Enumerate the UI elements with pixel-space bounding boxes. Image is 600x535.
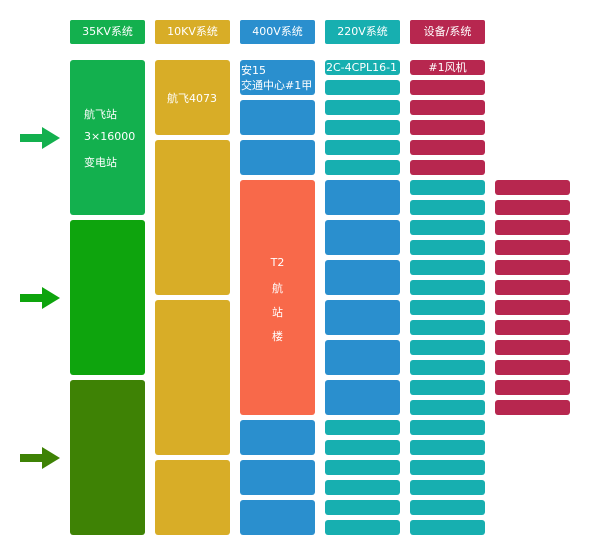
device-block[interactable] bbox=[495, 220, 570, 235]
lv-block[interactable] bbox=[240, 420, 315, 455]
header-10kv: 10KV系统 bbox=[155, 20, 230, 44]
device-block[interactable] bbox=[495, 400, 570, 415]
device-block[interactable] bbox=[410, 380, 485, 395]
circuit-block[interactable] bbox=[325, 460, 400, 475]
device-label: #1风机 bbox=[428, 61, 467, 74]
lv-block[interactable] bbox=[240, 460, 315, 495]
feeder-block[interactable] bbox=[155, 140, 230, 295]
circuit-block[interactable] bbox=[325, 80, 400, 95]
circuit-block[interactable]: 2C-4CPL16-1 bbox=[325, 60, 400, 75]
transformer-block[interactable] bbox=[70, 380, 145, 535]
circuit-block[interactable] bbox=[325, 520, 400, 535]
t2-label: 航 bbox=[272, 282, 283, 295]
lv-label-line1: 安15 bbox=[241, 64, 266, 77]
t2-label: 站 bbox=[272, 306, 283, 319]
lv-block[interactable] bbox=[240, 500, 315, 535]
device-block[interactable] bbox=[495, 340, 570, 355]
device-block[interactable] bbox=[410, 440, 485, 455]
device-block[interactable] bbox=[495, 320, 570, 335]
t2-terminal-block[interactable]: T2 航 站 楼 bbox=[240, 180, 315, 415]
lv-block[interactable]: 安15 交通中心#1甲 bbox=[240, 60, 315, 95]
device-block[interactable] bbox=[410, 160, 485, 175]
device-block[interactable] bbox=[410, 260, 485, 275]
circuit-block[interactable] bbox=[325, 140, 400, 155]
device-block[interactable] bbox=[410, 460, 485, 475]
substation-name: 航飞站 bbox=[84, 108, 117, 121]
circuit-block[interactable] bbox=[325, 340, 400, 375]
device-block[interactable] bbox=[495, 300, 570, 315]
header-35kv: 35KV系统 bbox=[70, 20, 145, 44]
device-block[interactable] bbox=[410, 400, 485, 415]
t2-label: T2 bbox=[270, 256, 285, 269]
device-block[interactable]: #1风机 bbox=[410, 60, 485, 75]
device-block[interactable] bbox=[410, 140, 485, 155]
device-block[interactable] bbox=[495, 240, 570, 255]
device-block[interactable] bbox=[410, 500, 485, 515]
circuit-block[interactable] bbox=[325, 300, 400, 335]
circuit-block[interactable] bbox=[325, 480, 400, 495]
circuit-block[interactable] bbox=[325, 440, 400, 455]
circuit-block[interactable] bbox=[325, 260, 400, 295]
feeder-block[interactable] bbox=[155, 460, 230, 535]
lv-block[interactable] bbox=[240, 140, 315, 175]
circuit-block[interactable] bbox=[325, 160, 400, 175]
feeder-label: 航飞4073 bbox=[167, 92, 217, 105]
substation-capacity: 3×16000 bbox=[84, 130, 136, 143]
device-block[interactable] bbox=[495, 200, 570, 215]
device-block[interactable] bbox=[410, 100, 485, 115]
device-block[interactable] bbox=[410, 220, 485, 235]
device-block[interactable] bbox=[410, 360, 485, 375]
device-block[interactable] bbox=[495, 180, 570, 195]
lv-label-line2: 交通中心#1甲 bbox=[241, 79, 313, 92]
arrow-right-icon bbox=[20, 447, 60, 469]
substation-block[interactable]: 航飞站 3×16000 变电站 bbox=[70, 60, 145, 215]
device-block[interactable] bbox=[410, 520, 485, 535]
device-block[interactable] bbox=[410, 120, 485, 135]
device-block[interactable] bbox=[410, 280, 485, 295]
header-device: 设备/系统 bbox=[410, 20, 485, 44]
device-block[interactable] bbox=[495, 360, 570, 375]
transformer-block[interactable] bbox=[70, 220, 145, 375]
arrow-right-icon bbox=[20, 287, 60, 309]
circuit-block[interactable] bbox=[325, 380, 400, 415]
device-block[interactable] bbox=[410, 200, 485, 215]
circuit-label: 2C-4CPL16-1 bbox=[326, 61, 398, 74]
device-block[interactable] bbox=[410, 420, 485, 435]
circuit-block[interactable] bbox=[325, 120, 400, 135]
device-block[interactable] bbox=[410, 300, 485, 315]
substation-type: 变电站 bbox=[84, 156, 117, 169]
device-block[interactable] bbox=[410, 80, 485, 95]
device-block[interactable] bbox=[495, 260, 570, 275]
device-block[interactable] bbox=[410, 320, 485, 335]
device-block[interactable] bbox=[410, 340, 485, 355]
device-block[interactable] bbox=[410, 180, 485, 195]
lv-block[interactable] bbox=[240, 100, 315, 135]
header-400v: 400V系统 bbox=[240, 20, 315, 44]
feeder-block[interactable] bbox=[155, 300, 230, 455]
device-block[interactable] bbox=[495, 380, 570, 395]
circuit-block[interactable] bbox=[325, 420, 400, 435]
device-block[interactable] bbox=[410, 240, 485, 255]
feeder-block[interactable]: 航飞4073 bbox=[155, 60, 230, 135]
circuit-block[interactable] bbox=[325, 500, 400, 515]
device-block[interactable] bbox=[410, 480, 485, 495]
circuit-block[interactable] bbox=[325, 220, 400, 255]
arrow-right-icon bbox=[20, 127, 60, 149]
circuit-block[interactable] bbox=[325, 180, 400, 215]
header-220v: 220V系统 bbox=[325, 20, 400, 44]
t2-label: 楼 bbox=[272, 330, 283, 343]
circuit-block[interactable] bbox=[325, 100, 400, 115]
device-block[interactable] bbox=[495, 280, 570, 295]
